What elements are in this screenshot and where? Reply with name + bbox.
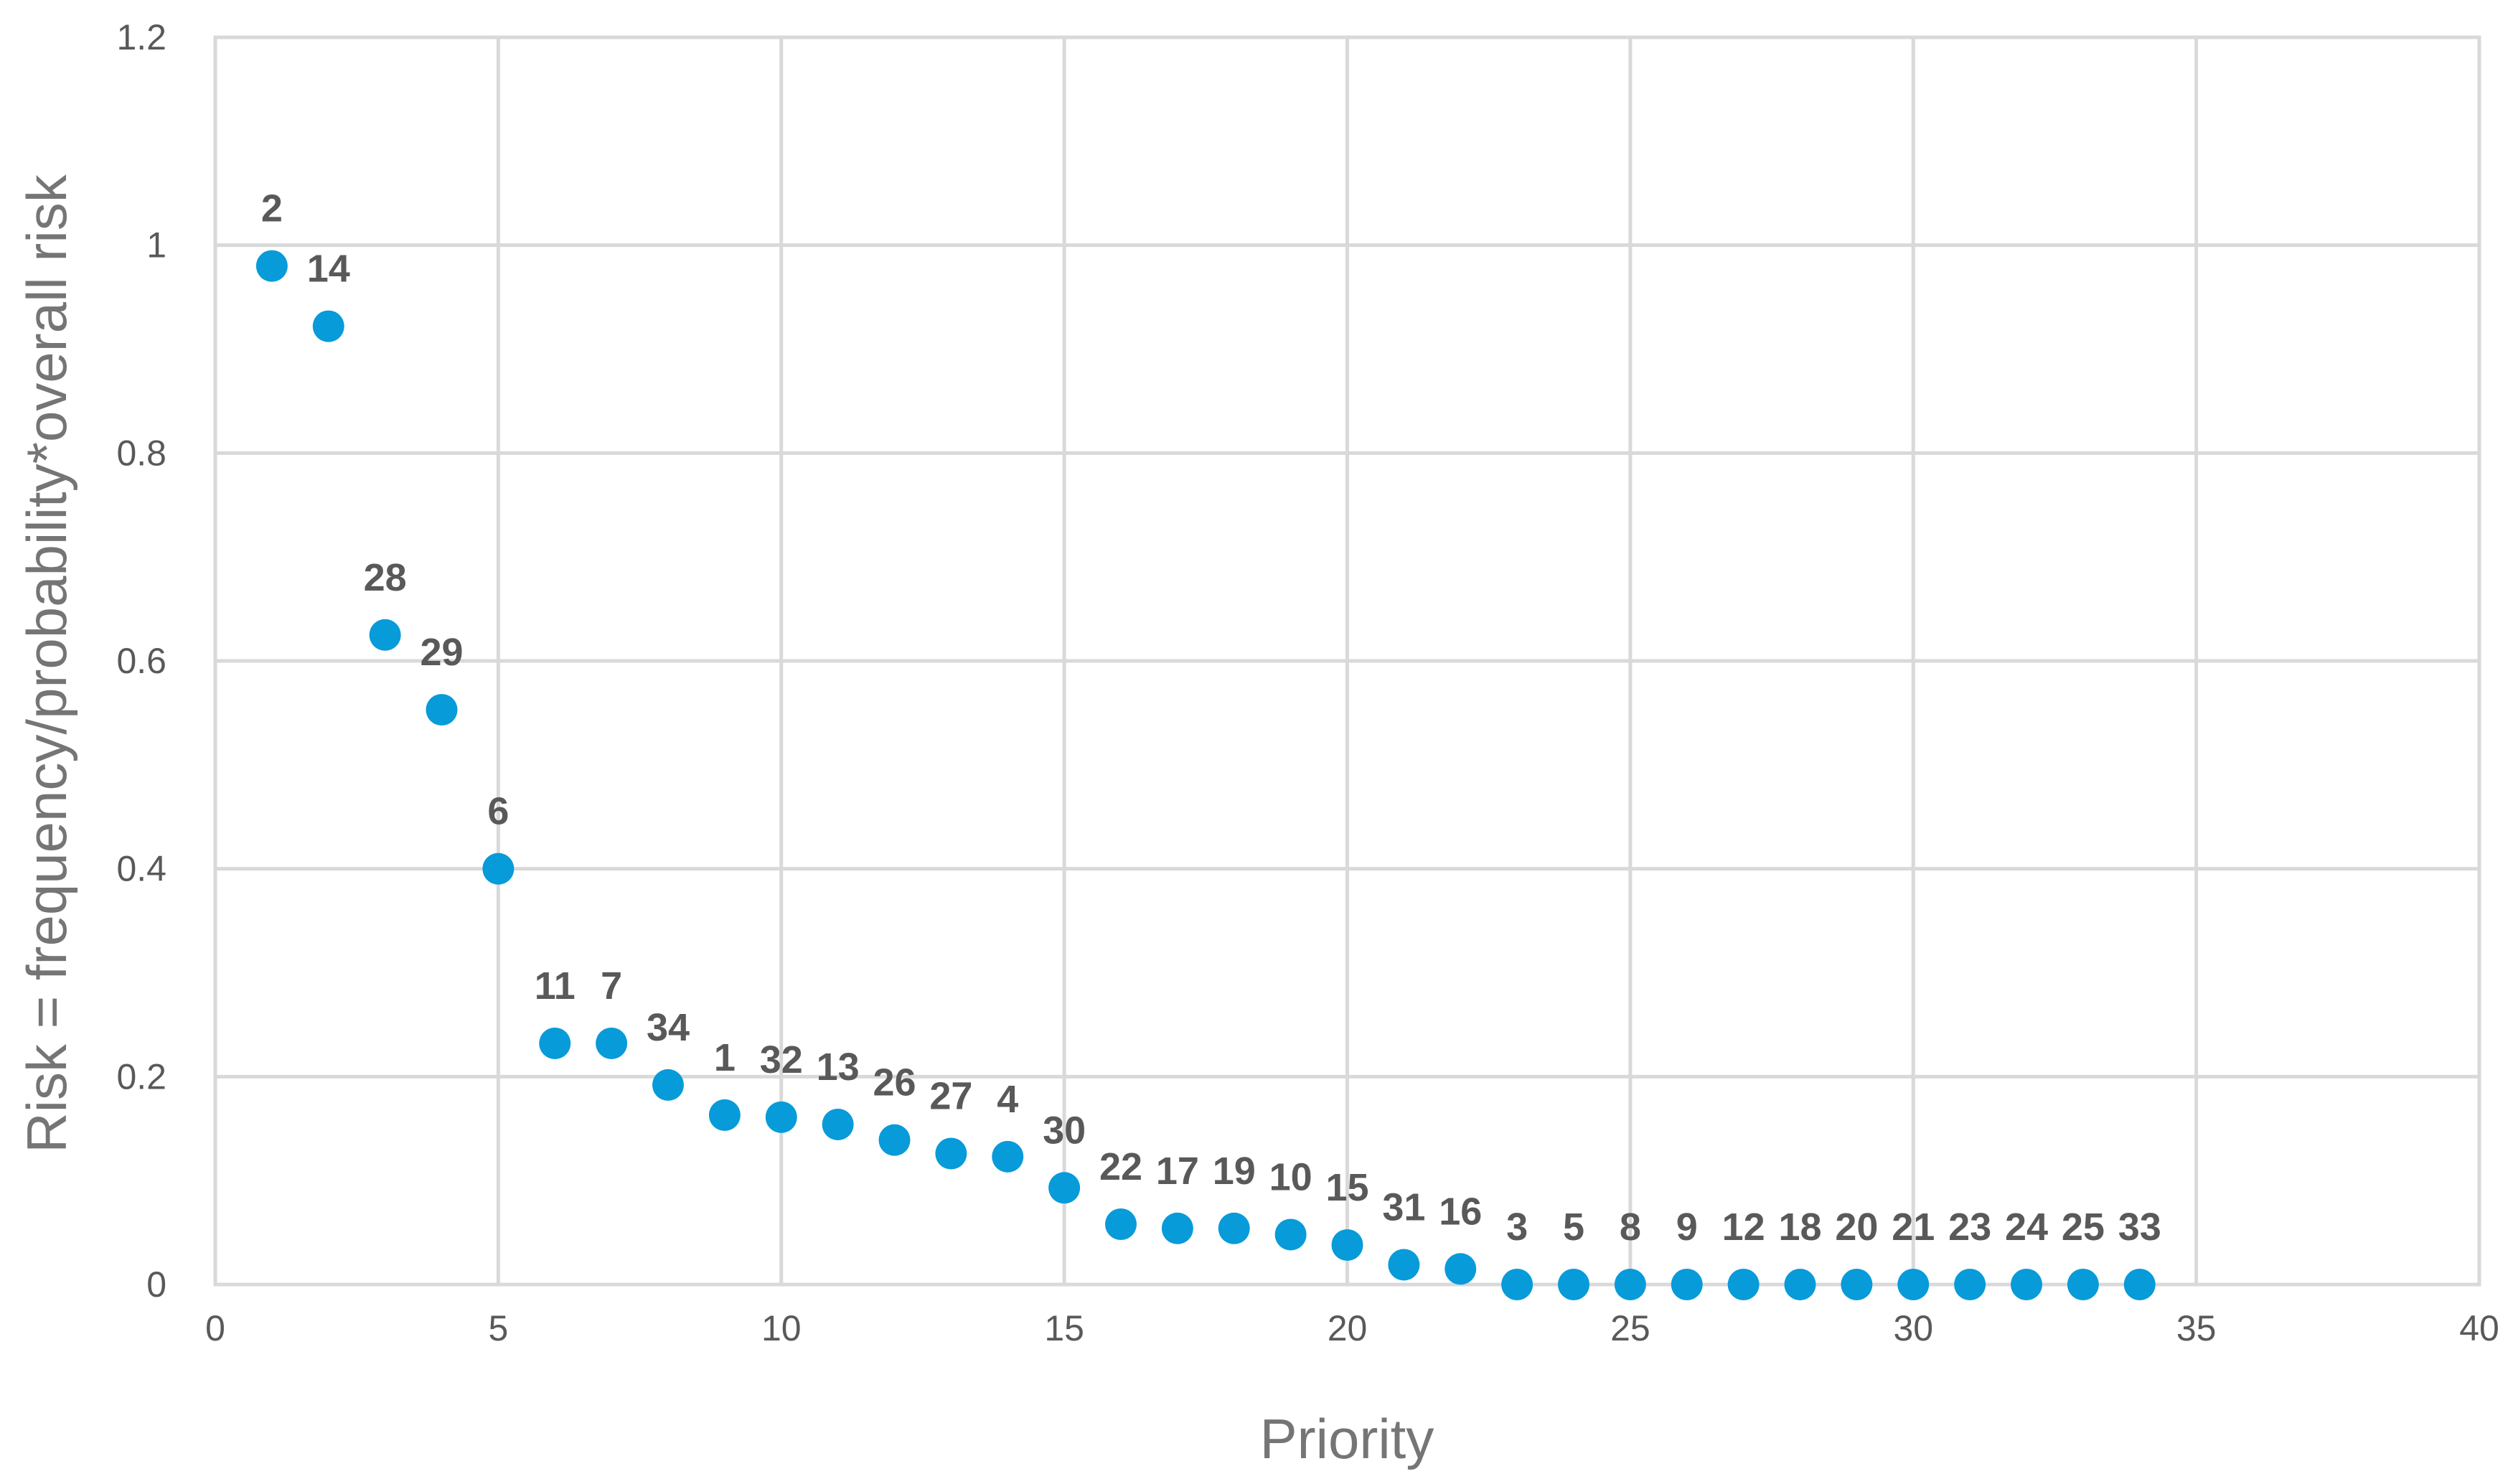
data-point <box>1671 1269 1703 1300</box>
data-point <box>1558 1269 1589 1300</box>
data-point <box>539 1027 571 1059</box>
data-label: 17 <box>1156 1150 1199 1193</box>
y-tick-label: 0.2 <box>116 1056 166 1096</box>
y-tick-label: 0.8 <box>116 433 166 473</box>
data-label: 32 <box>760 1038 803 1081</box>
data-label: 7 <box>601 964 622 1008</box>
data-point <box>1501 1269 1533 1300</box>
data-label: 26 <box>873 1061 916 1104</box>
data-point <box>482 853 515 885</box>
data-point <box>1841 1269 1873 1300</box>
data-point <box>708 1099 741 1131</box>
x-tick-label: 0 <box>205 1308 225 1348</box>
data-point <box>1445 1253 1477 1285</box>
gridlines <box>213 35 2481 1287</box>
data-label: 31 <box>1382 1185 1425 1229</box>
data-label: 25 <box>2062 1206 2105 1249</box>
data-label: 15 <box>1325 1166 1368 1209</box>
data-point <box>765 1101 797 1133</box>
data-label: 34 <box>647 1006 690 1049</box>
y-tick-label: 0.6 <box>116 641 166 681</box>
data-label: 33 <box>2118 1206 2161 1249</box>
data-label: 9 <box>1676 1206 1698 1249</box>
data-point <box>1105 1208 1137 1240</box>
x-tick-label: 35 <box>2176 1308 2217 1348</box>
data-point <box>1218 1212 1250 1244</box>
data-label: 14 <box>307 248 350 291</box>
data-label: 24 <box>2005 1206 2048 1249</box>
plot-area-border <box>213 35 2481 1287</box>
y-tick-label: 0 <box>146 1264 166 1305</box>
data-label: 2 <box>261 187 283 230</box>
data-label: 27 <box>929 1075 972 1118</box>
data-label: 11 <box>535 964 576 1008</box>
x-tick-label: 10 <box>761 1308 802 1348</box>
data-label: 19 <box>1213 1150 1256 1193</box>
data-label: 3 <box>1506 1206 1528 1249</box>
data-label: 8 <box>1620 1206 1641 1249</box>
data-label: 22 <box>1099 1145 1142 1188</box>
data-point <box>1388 1249 1420 1281</box>
data-label: 13 <box>817 1046 860 1089</box>
data-point <box>1048 1172 1081 1204</box>
data-label: 16 <box>1439 1190 1482 1233</box>
y-tick-label: 1 <box>146 225 166 266</box>
data-label: 12 <box>1722 1206 1765 1249</box>
data-label: 28 <box>364 556 407 599</box>
data-point <box>255 250 288 282</box>
data-label: 21 <box>1892 1206 1935 1249</box>
data-label: 4 <box>997 1078 1018 1121</box>
data-label: 6 <box>487 790 509 833</box>
y-tick-label: 1.2 <box>116 17 166 57</box>
data-point <box>312 310 344 342</box>
x-tick-label: 5 <box>488 1308 508 1348</box>
data-point <box>878 1124 911 1156</box>
data-point <box>992 1140 1024 1173</box>
data-label: 5 <box>1563 1206 1584 1249</box>
data-point <box>1954 1269 1986 1300</box>
data-point <box>822 1108 854 1140</box>
y-axis-title: Risk = frequency/probability*overall ris… <box>15 174 78 1152</box>
x-tick-label: 25 <box>1610 1308 1650 1348</box>
x-axis-title: Priority <box>1260 1407 1434 1470</box>
data-point <box>596 1027 628 1059</box>
data-point <box>2123 1269 2156 1300</box>
data-points <box>255 250 2156 1300</box>
data-point <box>369 619 401 651</box>
x-tick-label: 15 <box>1044 1308 1084 1348</box>
y-axis-ticks: 0 0.2 0.4 0.6 0.8 1 1.2 <box>116 17 166 1305</box>
x-tick-label: 40 <box>2459 1308 2499 1348</box>
data-point <box>1274 1218 1307 1251</box>
data-label: 30 <box>1043 1109 1086 1152</box>
data-point <box>1331 1229 1363 1261</box>
data-label: 10 <box>1269 1155 1312 1198</box>
data-point <box>1897 1269 1930 1300</box>
data-label: 23 <box>1948 1206 1991 1249</box>
data-label: 20 <box>1835 1206 1878 1249</box>
data-label: 1 <box>714 1036 736 1079</box>
data-point <box>426 694 458 726</box>
x-tick-label: 20 <box>1328 1308 1368 1348</box>
data-point <box>652 1069 684 1101</box>
data-point <box>1161 1212 1193 1244</box>
data-point <box>1727 1269 1760 1300</box>
data-label: 29 <box>420 631 463 674</box>
data-label: 18 <box>1778 1206 1821 1249</box>
data-point <box>1614 1269 1646 1300</box>
data-point <box>2011 1269 2042 1300</box>
x-tick-label: 30 <box>1893 1308 1933 1348</box>
x-axis-ticks: 0 5 10 15 20 25 30 35 40 <box>205 1308 2499 1348</box>
y-tick-label: 0.4 <box>116 849 166 889</box>
data-point <box>1784 1269 1816 1300</box>
data-point <box>935 1137 967 1170</box>
data-point <box>2067 1269 2099 1300</box>
